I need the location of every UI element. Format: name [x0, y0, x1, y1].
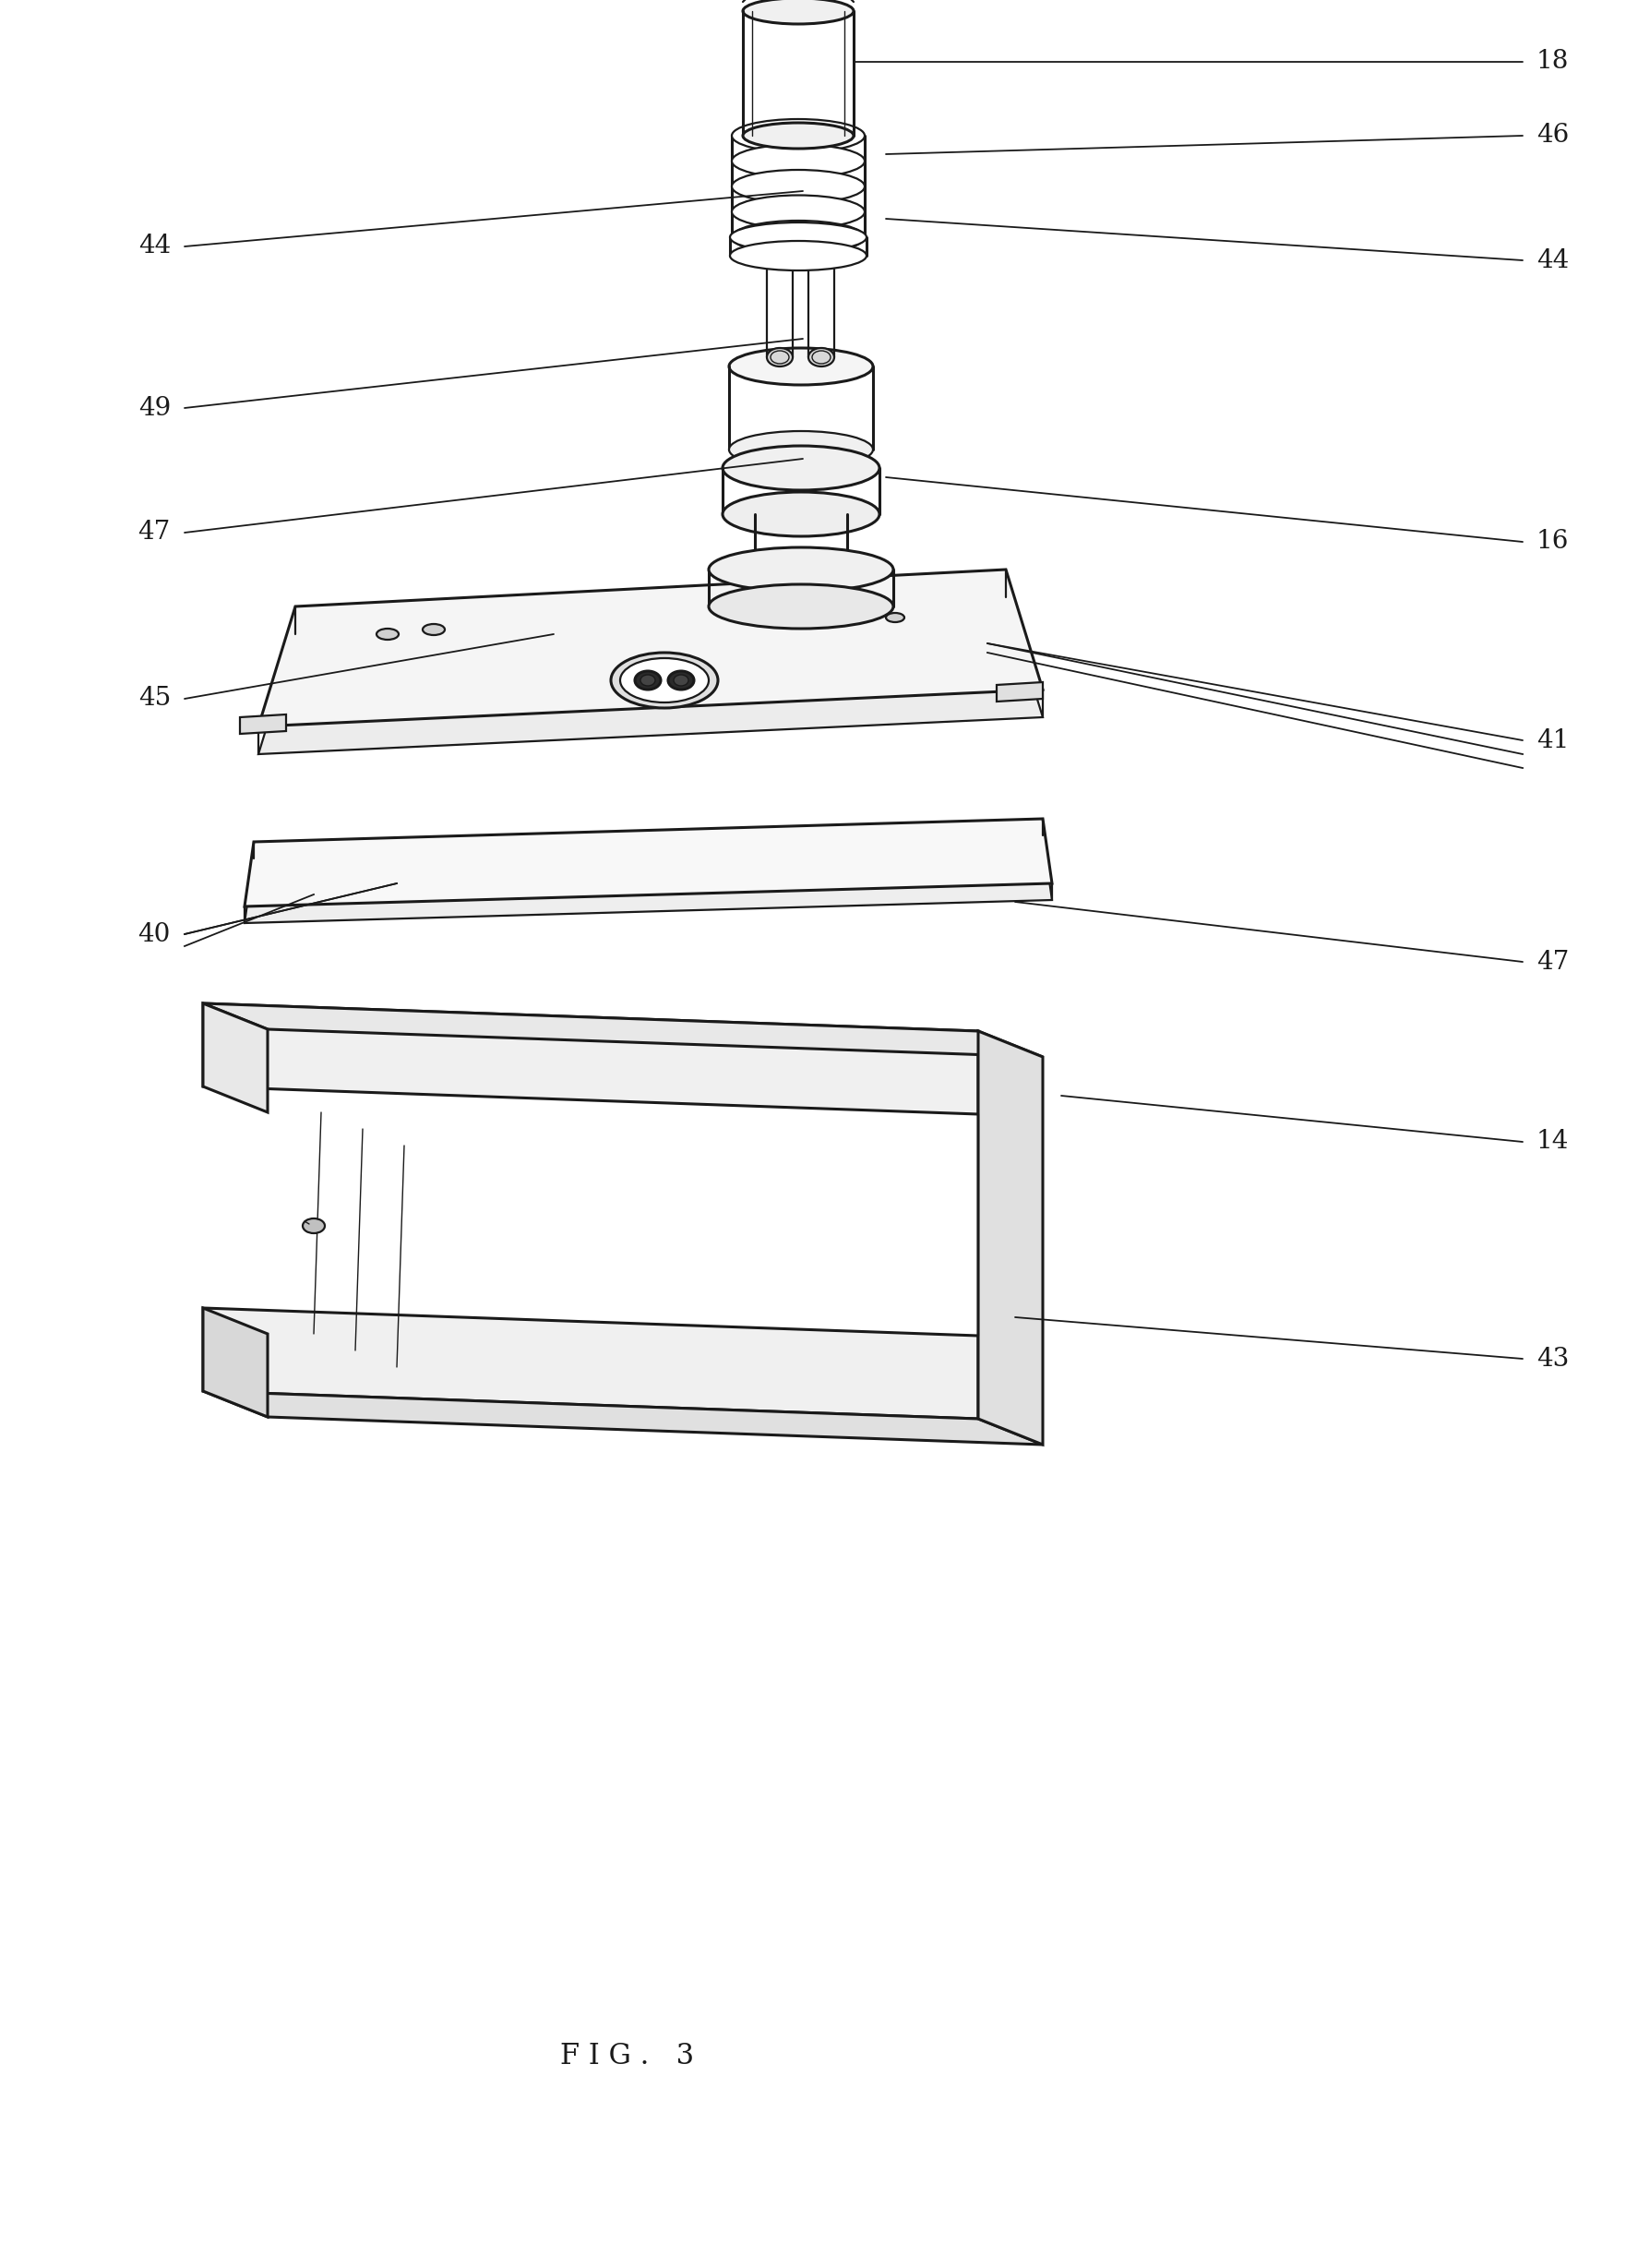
Text: 49: 49 [139, 395, 170, 420]
Ellipse shape [767, 247, 792, 265]
Ellipse shape [302, 1218, 325, 1234]
Ellipse shape [822, 615, 840, 626]
Ellipse shape [610, 653, 718, 708]
Text: 18: 18 [1536, 50, 1569, 75]
Ellipse shape [729, 240, 866, 270]
Text: 16: 16 [1536, 528, 1569, 553]
Ellipse shape [729, 222, 866, 252]
Text: 47: 47 [1536, 950, 1569, 975]
Text: 43: 43 [1536, 1347, 1569, 1372]
Ellipse shape [640, 676, 655, 685]
Ellipse shape [733, 195, 865, 229]
Polygon shape [203, 1309, 267, 1418]
Ellipse shape [668, 671, 695, 689]
Ellipse shape [723, 492, 879, 535]
Ellipse shape [733, 220, 865, 254]
Text: 46: 46 [1536, 122, 1569, 147]
Ellipse shape [422, 624, 446, 635]
Ellipse shape [723, 447, 879, 490]
Text: 45: 45 [139, 687, 170, 712]
Polygon shape [203, 1309, 978, 1420]
Ellipse shape [729, 347, 873, 386]
Ellipse shape [635, 671, 660, 689]
Polygon shape [239, 714, 285, 735]
Ellipse shape [767, 347, 792, 367]
Text: 14: 14 [1536, 1129, 1569, 1154]
Ellipse shape [808, 247, 835, 265]
Text: 41: 41 [1536, 728, 1569, 753]
Ellipse shape [673, 676, 688, 685]
Polygon shape [244, 819, 1053, 907]
Ellipse shape [376, 628, 399, 640]
Ellipse shape [733, 170, 865, 204]
Ellipse shape [808, 347, 835, 367]
Ellipse shape [710, 585, 893, 628]
Ellipse shape [733, 120, 865, 152]
Polygon shape [203, 1002, 978, 1114]
Polygon shape [203, 1002, 1043, 1057]
Polygon shape [997, 683, 1043, 701]
Polygon shape [203, 1390, 1043, 1445]
Ellipse shape [742, 122, 853, 150]
Ellipse shape [742, 0, 853, 25]
Ellipse shape [754, 558, 846, 581]
Ellipse shape [710, 547, 893, 592]
Ellipse shape [886, 612, 904, 621]
Text: 47: 47 [139, 519, 170, 544]
Text: 40: 40 [139, 921, 170, 946]
Text: 44: 44 [1536, 247, 1569, 272]
Ellipse shape [733, 145, 865, 177]
Text: 44: 44 [139, 234, 170, 259]
Polygon shape [203, 1002, 267, 1111]
Text: F I G .   3: F I G . 3 [561, 2041, 695, 2071]
Polygon shape [978, 1032, 1043, 1445]
Ellipse shape [620, 658, 710, 703]
Polygon shape [259, 596, 1043, 755]
Polygon shape [244, 835, 1053, 923]
Polygon shape [259, 569, 1043, 726]
Ellipse shape [729, 431, 873, 467]
